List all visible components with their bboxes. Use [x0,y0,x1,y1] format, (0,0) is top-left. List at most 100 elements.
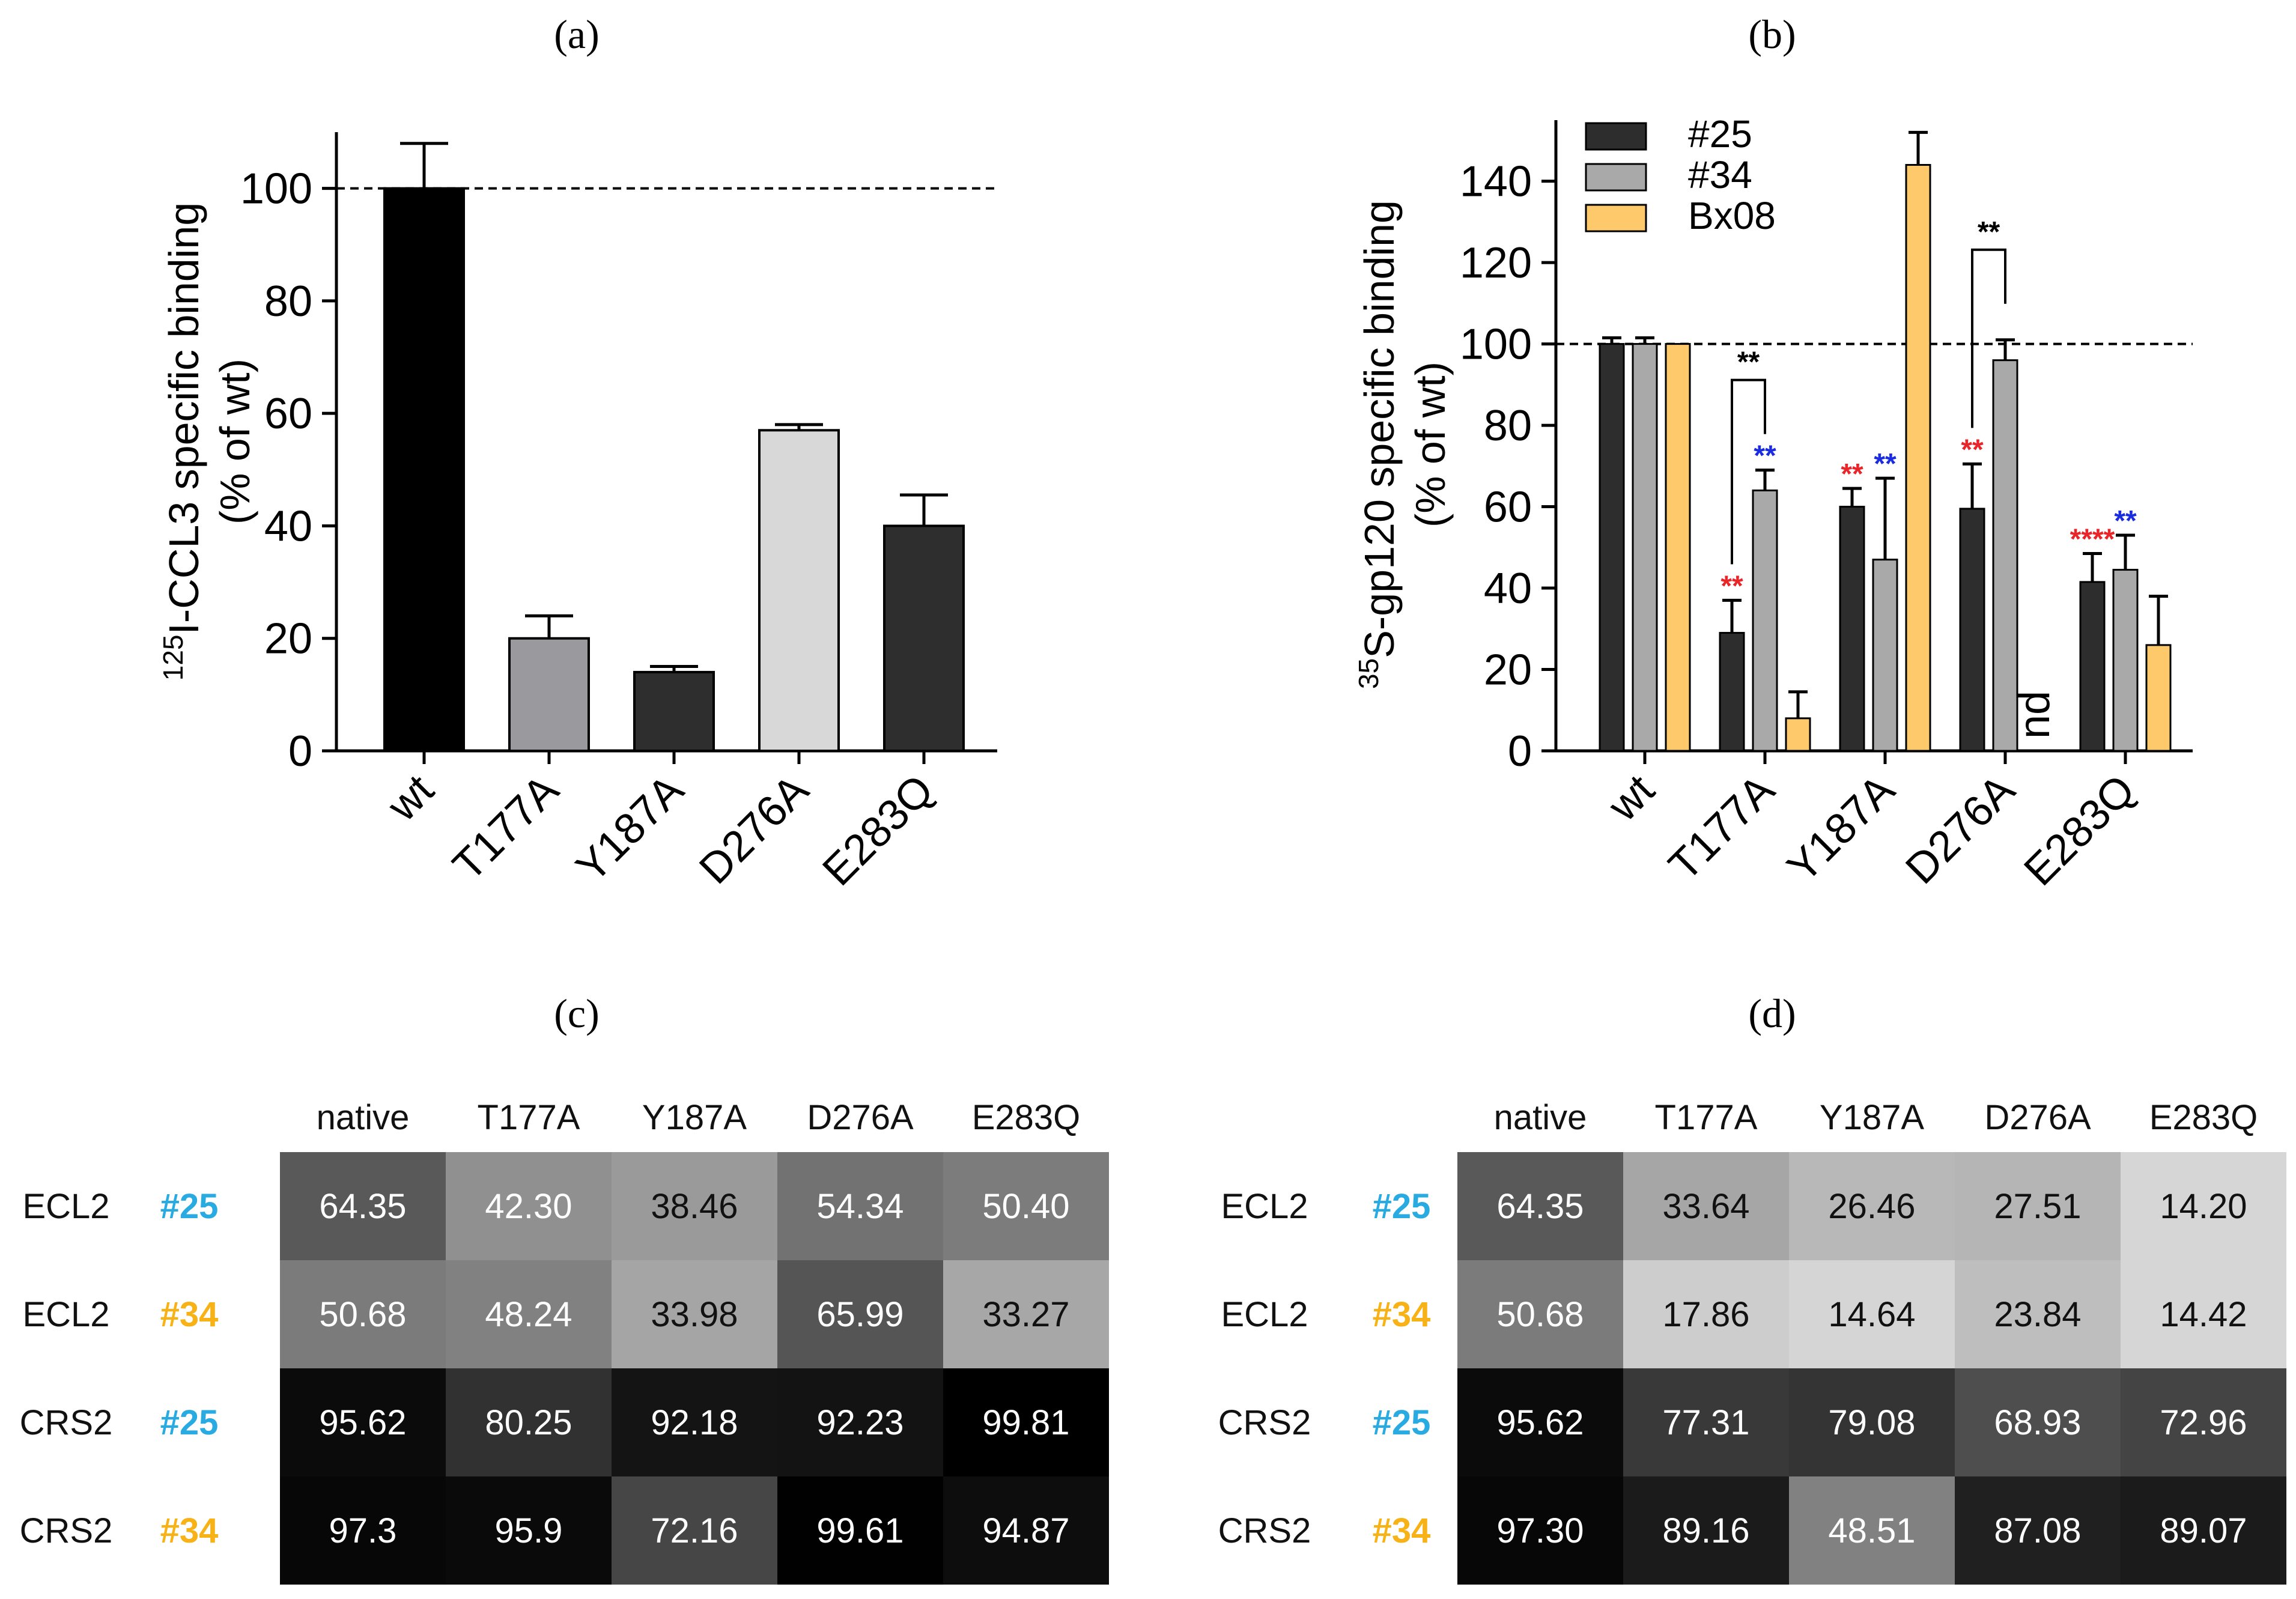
c-heat-cell-value: 95.62 [319,1403,406,1442]
d-heat-cell-value: 68.93 [1994,1403,2081,1442]
d-column-header: D276A [1984,1098,2091,1137]
b-bar-#34-E283Q [2112,569,2139,752]
c-heat-cell-value: 54.34 [816,1187,904,1226]
d-row-tag: #34 [1373,1295,1431,1334]
d-heat-cell [1623,1152,1789,1260]
c-row-tag: #34 [160,1511,219,1550]
b-bar-#34-T177A [1752,489,1778,752]
b-y-tick-label: 20 [1484,646,1532,694]
c-heat-cell [446,1476,612,1585]
c-heat-cell [943,1476,1109,1585]
c-heat-cell-value: 33.98 [651,1295,738,1334]
b-bar-#25-E283Q [2079,581,2106,752]
d-heat-cell-value: 89.07 [2160,1511,2247,1550]
c-heat-cell [280,1152,446,1260]
c-heat-cell-value: 38.46 [651,1187,738,1226]
b-legend-swatch-#25 [1585,122,1647,151]
c-heat-cell-value: 33.27 [982,1295,1069,1334]
c-row-label: CRS2 [20,1511,113,1550]
c-heat-cell-value: 48.24 [485,1295,572,1334]
a-y-axis-title: 125I-CCL3 specific binding [157,202,207,681]
c-row-label: ECL2 [22,1295,109,1334]
d-column-header: native [1494,1098,1587,1137]
d-heat-cell [1623,1260,1789,1368]
d-heat-cell-value: 95.62 [1496,1403,1584,1442]
a-x-tick-label: E283Q [813,766,943,895]
d-heat-cell [1623,1368,1789,1476]
c-row-tag: #34 [160,1295,219,1334]
c-heat-cell [777,1260,943,1368]
d-heat-cell [1789,1260,1955,1368]
c-heat-cell-value: 80.25 [485,1403,572,1442]
b-x-tick-label: T177A [1660,766,1784,890]
b-y-tick-label: 140 [1460,158,1532,206]
b-bar-Bx08-Y187A [1905,164,1931,752]
heatmap-c: native T177A Y187A D276A E283Q ECL2 #25 64.35 42… [20,1098,1109,1585]
d-heat-cell-value: 77.31 [1662,1403,1749,1442]
b-y-tick-label: 0 [1508,727,1532,775]
b-bar-#25-T177A [1719,632,1745,752]
panel-d-label: (d) [1748,991,1796,1036]
d-heat-cell-value: 87.08 [1994,1511,2081,1550]
c-heat-cell-value: 97.3 [329,1511,397,1550]
c-heat-cell-value: 42.30 [485,1187,572,1226]
c-column-header: Y187A [642,1098,747,1137]
d-heat-cell-value: 14.20 [2160,1187,2247,1226]
b-y-tick-label: 120 [1460,239,1532,287]
b-y-axis-title: 35S-gp120 specific binding [1353,200,1403,689]
c-heat-cell-value: 95.9 [495,1511,563,1550]
b-x-tick-label: Y187A [1778,766,1904,891]
d-heat-cell [1955,1152,2121,1260]
d-heat-cell-value: 33.64 [1662,1187,1749,1226]
c-column-header: T177A [478,1098,580,1137]
b-legend-label-#34: #34 [1688,153,1752,196]
b-y-tick-label: 100 [1460,321,1532,369]
a-bar-Y187A [633,670,715,752]
b-y-axis-title-line2: (% of wt) [1407,362,1454,527]
d-row-tag: #34 [1373,1511,1431,1550]
d-heat-cell-value: 14.64 [1828,1295,1915,1334]
b-legend-swatch-#34 [1585,163,1647,192]
c-heat-cell-value: 50.40 [982,1187,1069,1226]
b-legend-swatch-Bx08 [1585,204,1647,232]
c-row-label: CRS2 [20,1403,113,1442]
b-significance-star: ** [1720,570,1743,602]
d-heat-cell [1955,1476,2121,1585]
d-heat-cell-value: 14.42 [2160,1295,2247,1334]
a-y-tick-label: 40 [264,502,312,550]
d-column-header: E283Q [2149,1098,2258,1137]
a-y-tick-label: 80 [264,278,312,326]
d-heat-cell-value: 79.08 [1828,1403,1915,1442]
c-heat-cell-value: 92.18 [651,1403,738,1442]
d-heat-cell-value: 48.51 [1828,1511,1915,1550]
b-bar-Bx08-T177A [1785,717,1811,752]
b-bar-Bx08-wt [1665,343,1691,752]
d-column-header: T177A [1655,1098,1758,1137]
d-heat-cell [1955,1260,2121,1368]
b-bracket-D276A-label: ** [1978,216,2000,248]
a-x-tick-label: T177A [444,766,568,890]
d-heat-cell-value: 23.84 [1994,1295,2081,1334]
d-heat-cell [1623,1476,1789,1585]
b-y-tick-label: 80 [1484,402,1532,450]
d-heat-cell-value: 17.86 [1662,1295,1749,1334]
b-bar-#25-Y187A [1839,506,1865,752]
c-column-header: E283Q [972,1098,1081,1137]
a-y-tick-label: 100 [240,165,312,213]
panel-a-label: (a) [554,11,599,57]
d-heat-cell [2121,1476,2286,1585]
b-significance-star: ** [1754,440,1776,472]
c-heat-cell-value: 99.61 [816,1511,904,1550]
b-x-tick-label: wt [1599,766,1663,831]
a-y-tick-label: 0 [288,727,312,775]
c-heat-cell [943,1152,1109,1260]
c-heat-cell-value: 92.23 [816,1403,904,1442]
d-heat-cell-value: 50.68 [1496,1295,1584,1334]
c-heat-cell [280,1260,446,1368]
d-heat-cell [1457,1152,1623,1260]
b-bar-Bx08-E283Q [2145,644,2172,752]
b-y-tick-label: 40 [1484,565,1532,613]
heatmap-d: native T177A Y187A D276A E283Q ECL2 #25 64.35 33… [1218,1098,2286,1585]
b-bar-#34-wt [1632,343,1658,752]
b-significance-star: **** [2070,523,2115,555]
